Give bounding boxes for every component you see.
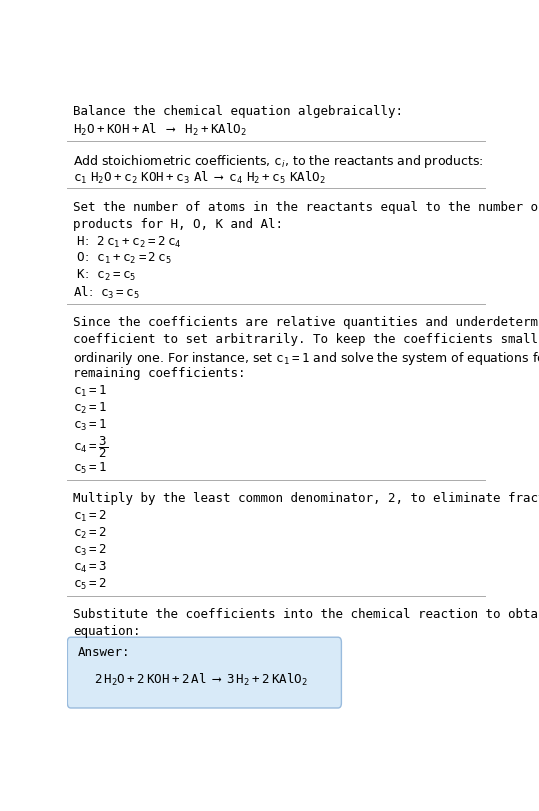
Text: Add stoichiometric coefficients, $\mathtt{c}_i$, to the reactants and products:: Add stoichiometric coefficients, $\matht… — [73, 152, 483, 169]
Text: products for H, O, K and Al:: products for H, O, K and Al: — [73, 217, 283, 230]
Text: $\mathtt{c_2 = 2}$: $\mathtt{c_2 = 2}$ — [73, 526, 107, 541]
Text: $\mathtt{Al}$:  $\mathtt{c_3 = c_5}$: $\mathtt{Al}$: $\mathtt{c_3 = c_5}$ — [73, 285, 140, 301]
Text: $\mathtt{c_4 = 3}$: $\mathtt{c_4 = 3}$ — [73, 559, 107, 574]
Text: Answer:: Answer: — [78, 646, 131, 659]
Text: $\mathtt{c_1 = 1}$: $\mathtt{c_1 = 1}$ — [73, 384, 107, 398]
Text: $\mathtt{c_4 = \dfrac{3}{2}}$: $\mathtt{c_4 = \dfrac{3}{2}}$ — [73, 434, 108, 460]
Text: $\mathtt{c_2 = 1}$: $\mathtt{c_2 = 1}$ — [73, 400, 107, 415]
Text: Since the coefficients are relative quantities and underdetermined, choose a: Since the coefficients are relative quan… — [73, 315, 539, 328]
Text: coefficient to set arbitrarily. To keep the coefficients small, the arbitrary va: coefficient to set arbitrarily. To keep … — [73, 333, 539, 345]
Text: $\mathtt{c_1\ H_2O + c_2\ KOH + c_3\ Al\ \longrightarrow\ c_4\ H_2 + c_5\ KAlO_2: $\mathtt{c_1\ H_2O + c_2\ KOH + c_3\ Al\… — [73, 169, 326, 186]
Text: Balance the chemical equation algebraically:: Balance the chemical equation algebraica… — [73, 105, 403, 118]
Text: remaining coefficients:: remaining coefficients: — [73, 367, 245, 380]
Text: $\mathtt{c_3 = 1}$: $\mathtt{c_3 = 1}$ — [73, 417, 107, 432]
FancyBboxPatch shape — [67, 637, 341, 708]
Text: equation:: equation: — [73, 624, 140, 637]
Text: $\mathtt{c_5 = 2}$: $\mathtt{c_5 = 2}$ — [73, 576, 107, 591]
Text: $\mathtt{c_5 = 1}$: $\mathtt{c_5 = 1}$ — [73, 461, 107, 476]
Text: ordinarily one. For instance, set $\mathtt{c_1 = 1}$ and solve the system of equ: ordinarily one. For instance, set $\math… — [73, 350, 539, 367]
Text: $\mathtt{c_1 = 2}$: $\mathtt{c_1 = 2}$ — [73, 508, 107, 524]
Text: Set the number of atoms in the reactants equal to the number of atoms in the: Set the number of atoms in the reactants… — [73, 200, 539, 213]
Text: $\mathtt{O}$:  $\mathtt{c_1 + c_2 = 2\,c_5}$: $\mathtt{O}$: $\mathtt{c_1 + c_2 = 2\,c_… — [73, 251, 171, 266]
Text: $\mathtt{H}$:  $\mathtt{2\,c_1 + c_2 = 2\,c_4}$: $\mathtt{H}$: $\mathtt{2\,c_1 + c_2 = 2\… — [73, 234, 181, 249]
Text: $\mathtt{c_3 = 2}$: $\mathtt{c_3 = 2}$ — [73, 543, 107, 557]
Text: $\mathtt{H_2O + KOH + Al}$  $\mathtt{\longrightarrow}$  $\mathtt{H_2 + KAlO_2}$: $\mathtt{H_2O + KOH + Al}$ $\mathtt{\lon… — [73, 122, 247, 138]
Text: Multiply by the least common denominator, 2, to eliminate fractional coefficient: Multiply by the least common denominator… — [73, 491, 539, 504]
Text: Substitute the coefficients into the chemical reaction to obtain the balanced: Substitute the coefficients into the che… — [73, 607, 539, 620]
Text: $\mathtt{K}$:  $\mathtt{c_2 = c_5}$: $\mathtt{K}$: $\mathtt{c_2 = c_5}$ — [73, 268, 136, 283]
Text: $\mathtt{2\,H_2O + 2\,KOH + 2\,Al\ \longrightarrow\ 3\,H_2 + 2\,KAlO_2}$: $\mathtt{2\,H_2O + 2\,KOH + 2\,Al\ \long… — [94, 671, 308, 687]
